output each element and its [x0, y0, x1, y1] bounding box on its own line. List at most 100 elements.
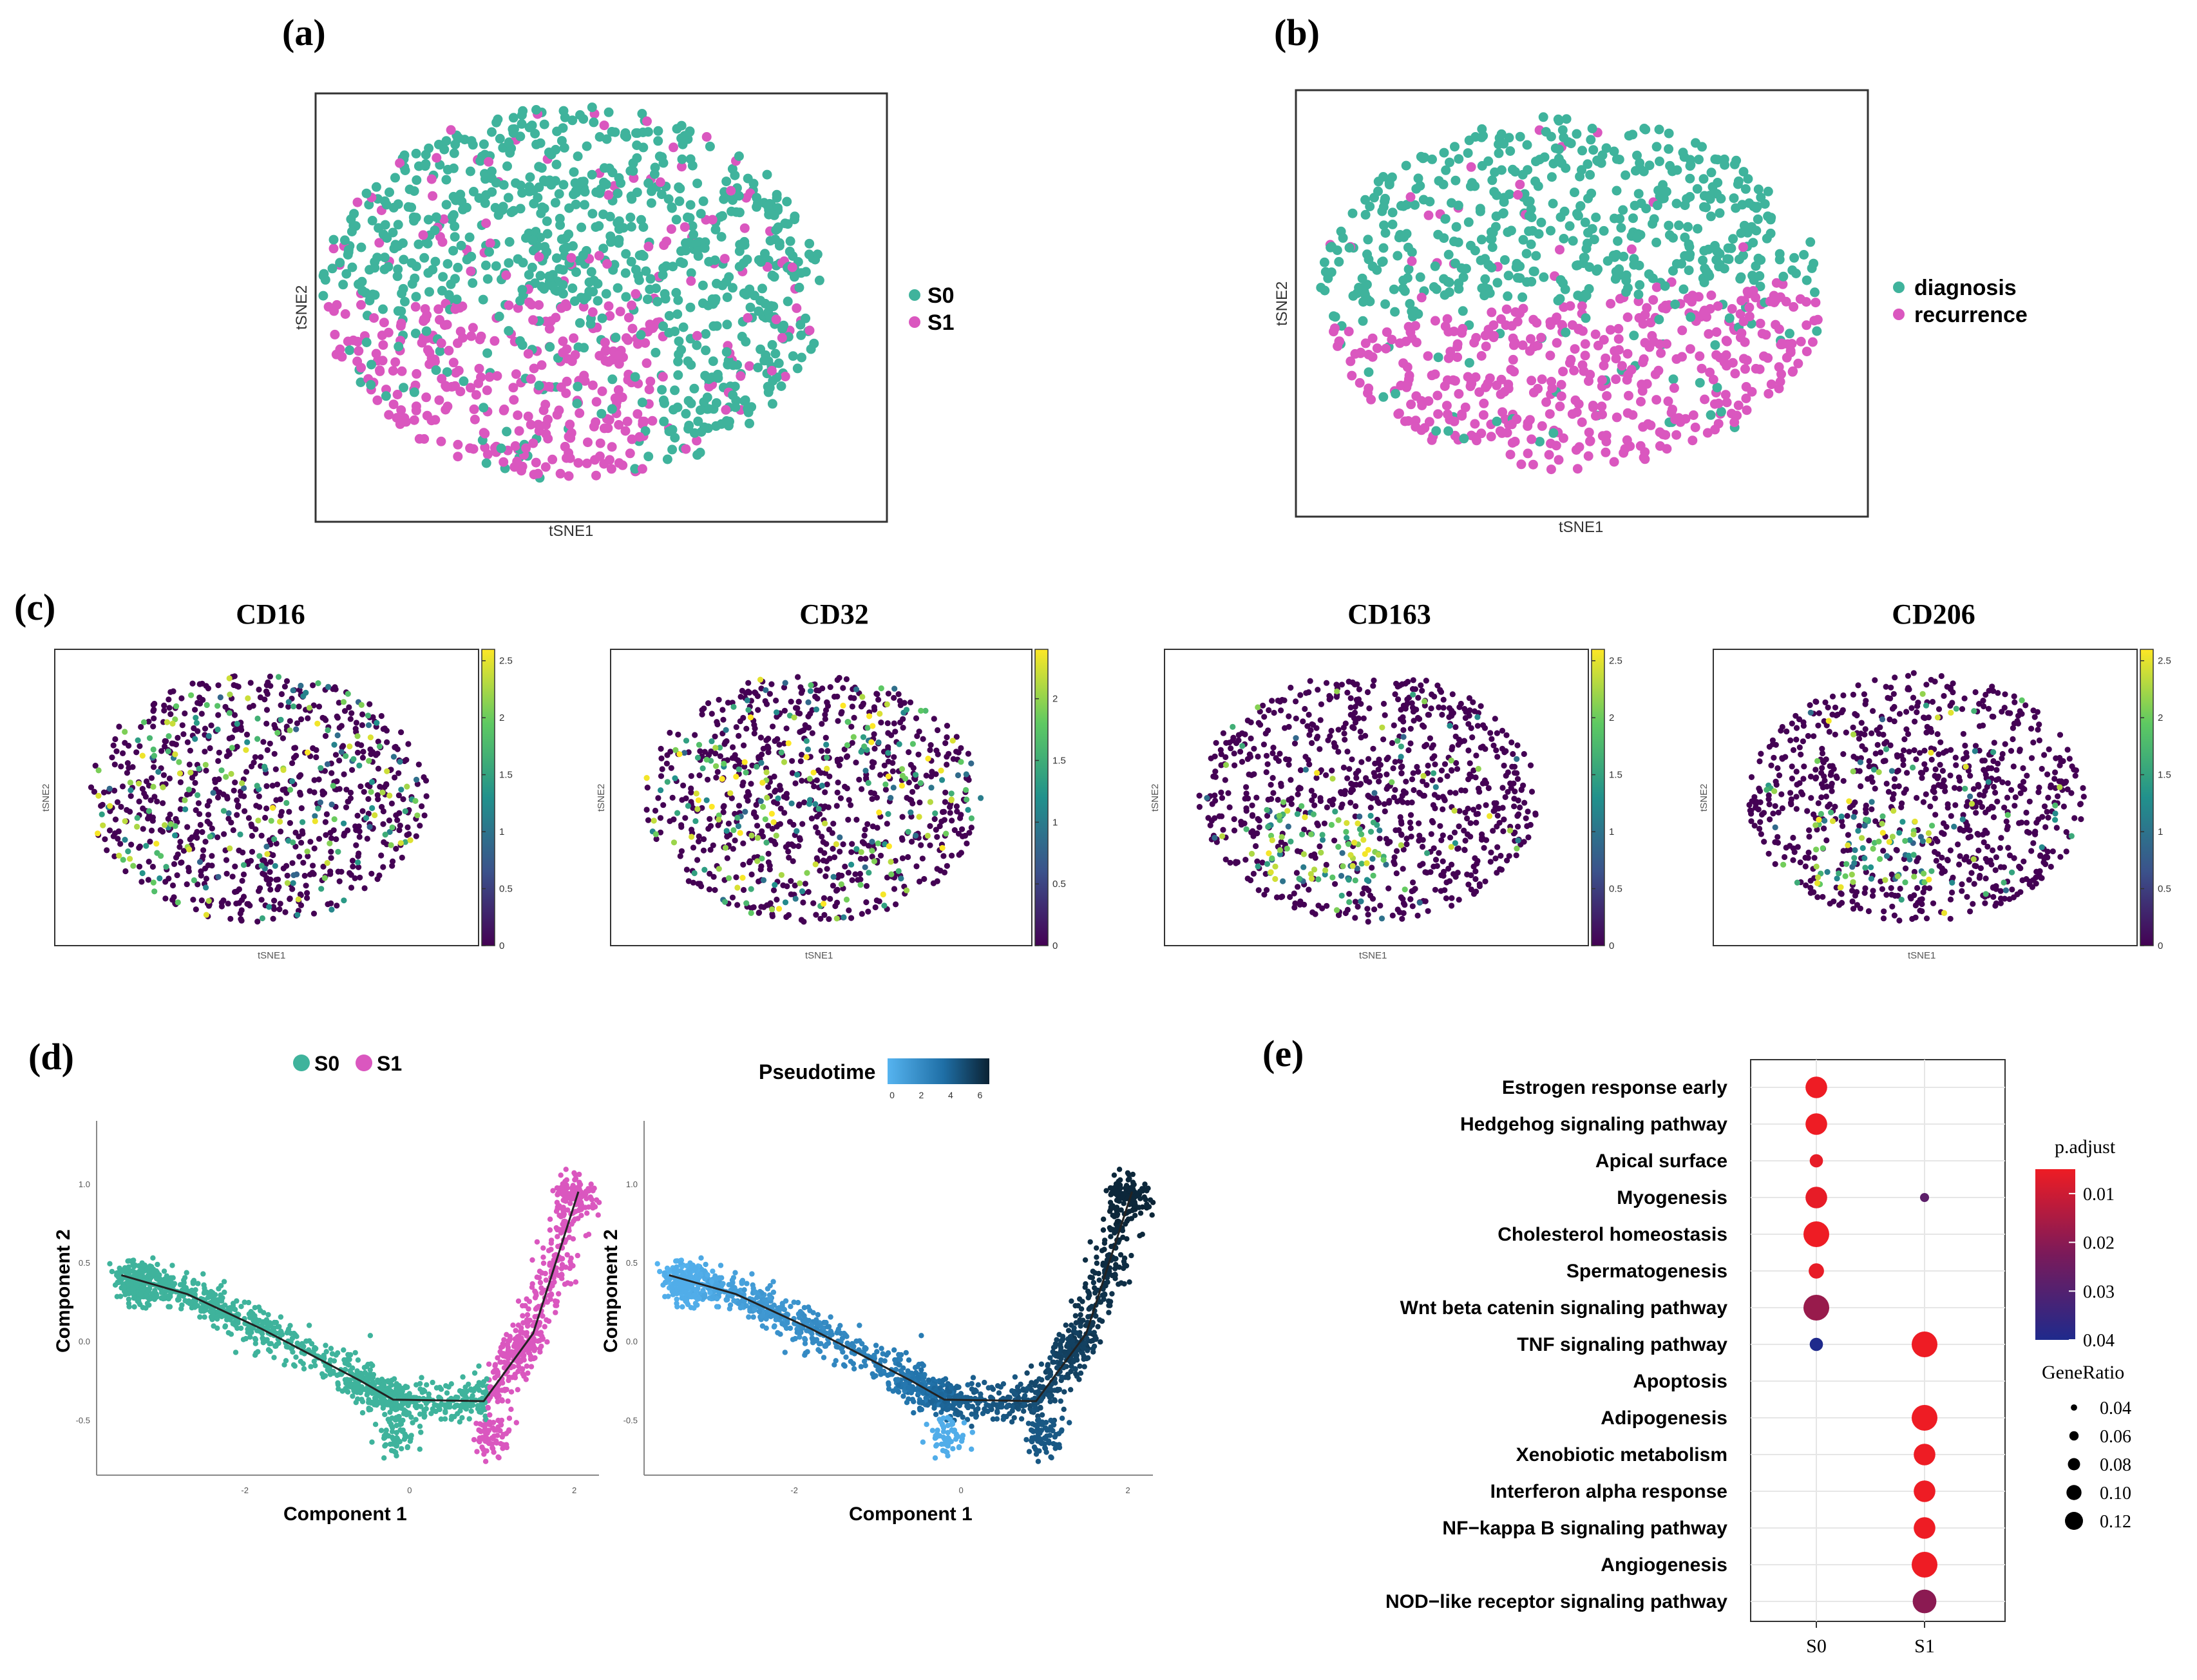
- expression-cell: [394, 817, 401, 823]
- expression-cell: [1512, 788, 1518, 795]
- expression-cell: [813, 777, 820, 783]
- s0-cell: [740, 395, 750, 405]
- s0-cell: [693, 416, 703, 426]
- panel-a-xlabel: tSNE1: [549, 522, 593, 540]
- expression-cell: [171, 894, 177, 901]
- diagnosis-cell: [1722, 254, 1733, 264]
- expression-cell: [846, 907, 852, 913]
- expression-cell: [871, 745, 878, 752]
- s0-cell: [453, 262, 463, 272]
- expression-cell: [889, 768, 896, 774]
- expression-cell: [379, 789, 386, 796]
- expression-cell: [848, 915, 855, 921]
- s0-cell: [545, 342, 555, 352]
- expression-cell: [264, 851, 271, 857]
- s1-cell: [632, 339, 643, 349]
- s0-cell: [403, 202, 414, 212]
- expression-cell: [244, 739, 251, 745]
- s1-cell: [521, 443, 531, 453]
- expression-cell: [139, 870, 146, 877]
- s1-cell: [570, 350, 580, 360]
- s0-cell: [687, 160, 698, 171]
- s0-cell: [689, 383, 699, 394]
- expression-cell: [1438, 689, 1445, 695]
- expression-cell: [340, 743, 347, 749]
- expression-cell: [262, 763, 268, 770]
- expression-cell: [812, 693, 819, 700]
- expression-cell: [745, 680, 752, 686]
- expression-cell: [1247, 754, 1254, 760]
- expression-cell: [733, 774, 739, 780]
- expression-cell: [1315, 687, 1321, 693]
- expression-cell: [830, 821, 837, 827]
- s1-cell: [348, 335, 359, 345]
- expression-cell: [192, 779, 198, 786]
- s0-cell: [782, 196, 792, 207]
- expression-cell: [1344, 820, 1350, 826]
- expression-cell: [328, 855, 334, 861]
- s0-cell: [361, 188, 372, 198]
- expression-cell: [891, 685, 898, 692]
- expression-cell: [669, 794, 676, 801]
- expression-cell: [770, 819, 777, 825]
- expression-cell: [1411, 787, 1417, 794]
- expression-cell: [366, 701, 373, 707]
- s0-cell: [487, 187, 497, 197]
- s0-cell: [400, 296, 410, 307]
- s0-cell: [579, 343, 589, 353]
- s0-cell: [564, 203, 575, 213]
- s0-cell: [479, 403, 489, 413]
- s0-cell: [712, 321, 722, 331]
- recurrence-cell: [1613, 323, 1624, 334]
- expression-cell: [1358, 898, 1364, 904]
- expression-cell: [1266, 707, 1272, 714]
- expression-cell: [1365, 846, 1371, 853]
- diagnosis-cell: [1587, 124, 1597, 133]
- expression-cell: [1309, 875, 1315, 882]
- s0-cell: [430, 225, 440, 236]
- expression-cell: [803, 738, 810, 744]
- colorbar-tick-label: 1.5: [1609, 770, 1622, 781]
- s0-cell: [504, 326, 514, 336]
- expression-cell: [1393, 870, 1400, 877]
- s1-cell: [777, 333, 787, 343]
- expression-cell: [957, 815, 964, 821]
- s0-cell: [442, 367, 452, 377]
- expression-cell: [1272, 863, 1279, 870]
- s1-cell: [509, 395, 519, 405]
- expression-cell: [274, 781, 281, 788]
- expression-cell: [263, 783, 270, 789]
- s0-cell: [392, 271, 403, 282]
- expression-cell: [1260, 741, 1267, 748]
- expression-cell: [232, 727, 238, 733]
- expression-cell: [1518, 786, 1525, 792]
- expression-cell: [151, 888, 158, 895]
- expression-cell: [696, 838, 702, 845]
- recurrence-cell: [1509, 367, 1519, 377]
- expression-cell: [1308, 852, 1315, 859]
- expression-cell: [274, 886, 281, 893]
- expression-cell: [1308, 831, 1315, 837]
- expression-cell: [358, 702, 365, 708]
- diagnosis-cell: [1588, 145, 1599, 155]
- expression-cell: [1409, 686, 1416, 692]
- s1-cell: [612, 397, 622, 407]
- expression-cell: [146, 735, 153, 741]
- s0-cell: [626, 256, 636, 267]
- expression-cell: [1212, 753, 1218, 759]
- expression-cell: [1239, 759, 1246, 765]
- expression-cell: [1302, 814, 1308, 821]
- recurrence-cell: [1501, 304, 1512, 314]
- expression-cell: [319, 788, 326, 795]
- panel-c-cd206-points: [1746, 670, 2087, 924]
- diagnosis-cell: [1499, 255, 1510, 265]
- s1-cell: [371, 348, 381, 359]
- expression-cell: [694, 754, 701, 761]
- expression-cell: [287, 727, 293, 734]
- expression-cell: [757, 676, 764, 683]
- expression-cell: [835, 718, 841, 724]
- expression-cell: [1474, 723, 1481, 729]
- recurrence-cell: [1407, 333, 1417, 343]
- diagnosis-cell: [1787, 265, 1798, 275]
- diagnosis-cell: [1641, 124, 1651, 135]
